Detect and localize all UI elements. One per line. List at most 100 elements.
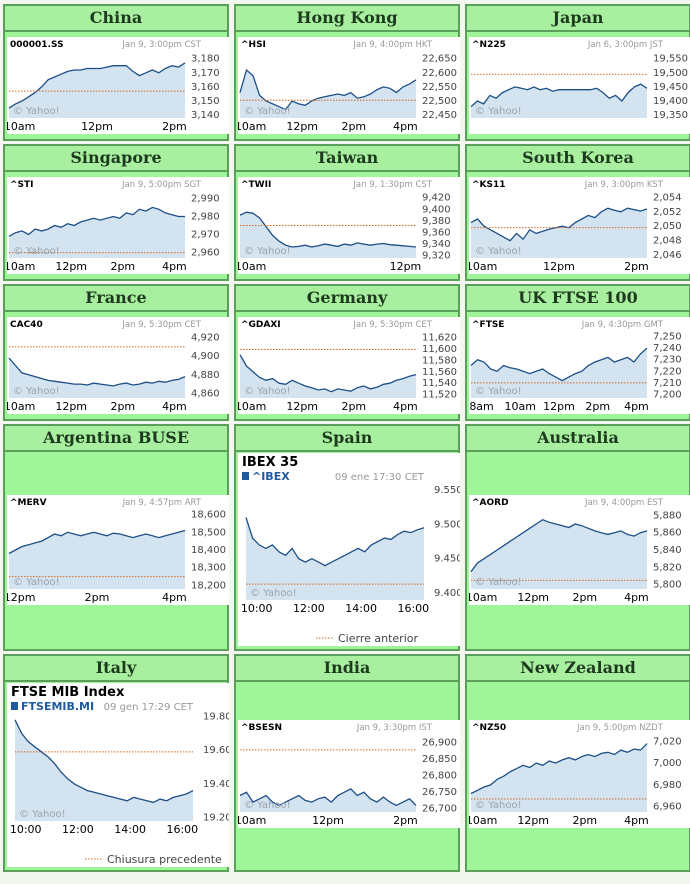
y-tick-label: 22,600 [422, 68, 457, 79]
chart-panel-australia: Australia ^AORD Jan 9, 4:00pm EST 5,880 5,86… [465, 424, 690, 651]
watermark: © Yahoo! [475, 106, 522, 117]
y-tick-label: 6,960 [653, 802, 682, 813]
x-tick-label: 10am [238, 814, 266, 827]
watermark: © Yahoo! [475, 386, 522, 397]
y-tick-label: 26,850 [422, 754, 457, 765]
chart-body: ^HSI Jan 9, 4:00pm HKT 22,650 22,600 22,550 2… [236, 32, 460, 139]
date-label: Jan 9, 3:30pm IST [356, 723, 433, 733]
x-tick-label: 10am [238, 260, 266, 273]
price-area [240, 212, 416, 258]
x-tick-label: 12pm [55, 400, 87, 413]
chart-region-title: UK FTSE 100 [467, 286, 689, 312]
price-area [15, 719, 193, 821]
x-tick-label: 12:00 [62, 823, 94, 836]
y-tick-label: 18,600 [191, 510, 226, 521]
price-chart-svg: ^AORD Jan 9, 4:00pm EST 5,880 5,860 5,840 5,8… [469, 495, 690, 605]
y-tick-label: 5,860 [653, 528, 682, 539]
y-tick-label: 19.800 [203, 711, 229, 722]
chart-region-title: South Korea [467, 146, 689, 172]
chart-panel-new-zealand: New Zealand ^NZ50 Jan 9, 5:00pm NZDT 7,020 7… [465, 654, 690, 872]
symbol-label: ^BSESN [241, 723, 282, 733]
y-tick-label: 7,250 [653, 331, 682, 342]
x-tick-label: 4pm [624, 814, 649, 827]
chart-panel-uk-ftse-100: UK FTSE 100 ^FTSE Jan 9, 4:30pm GMT 7,250 7,… [465, 284, 690, 421]
y-tick-label: 11,580 [422, 355, 457, 366]
x-tick-label: 2pm [110, 260, 135, 273]
chart-body: ^AORD Jan 9, 4:00pm EST 5,880 5,860 5,840 5,8… [467, 452, 690, 649]
symbol-label: ^GDAXI [241, 320, 281, 330]
x-tick-label: 2pm [162, 120, 187, 133]
x-tick-label: 10am [7, 400, 35, 413]
x-tick-label: 12pm [312, 814, 344, 827]
symbol-label: 000001.SS [10, 40, 64, 50]
chart-body: 000001.SS Jan 9, 3:00pm CST 3,180 3,170 3,16… [5, 32, 229, 139]
chart-panel-germany: Germany ^GDAXI Jan 9, 5:30pm CET 11,620 11,6… [234, 284, 460, 421]
chart-panel-italy: Italy FTSE MIB Index FTSEMIB.MI 09 gen 17:2… [3, 654, 229, 872]
watermark: © Yahoo! [475, 246, 522, 257]
date-label: Jan 6, 3:00pm JST [587, 40, 664, 50]
date-label: Jan 9, 1:30pm CST [352, 180, 432, 190]
chart-body: ^KS11 Jan 9, 3:00pm KST 2,054 2,052 2,050 2,0… [467, 172, 690, 279]
y-tick-label: 4,860 [191, 388, 220, 399]
chart-region-title: China [5, 6, 227, 32]
watermark: © Yahoo! [475, 577, 522, 588]
date-label: Jan 9, 4:30pm GMT [581, 320, 664, 330]
date-label: Jan 9, 5:00pm NZDT [576, 723, 664, 733]
y-tick-label: 7,020 [653, 736, 682, 747]
y-tick-label: 7,220 [653, 366, 682, 377]
y-tick-label: 9.450 [434, 554, 460, 565]
x-tick-label: 4pm [162, 260, 187, 273]
price-line [8, 206, 185, 237]
y-tick-label: 4,880 [191, 370, 220, 381]
x-tick-label: 10am [238, 120, 266, 133]
price-chart-svg: ^GDAXI Jan 9, 5:30pm CET 11,62011,60011,58… [238, 317, 460, 414]
x-tick-label: 12:00 [293, 602, 325, 615]
price-chart-svg: ^FTSE Jan 9, 4:30pm GMT7,2507,2407,2307,2… [469, 317, 690, 414]
symbol-label: FTSEMIB.MI [21, 700, 94, 713]
price-chart-svg: ^HSI Jan 9, 4:00pm HKT 22,650 22,600 22,550 2… [238, 37, 460, 134]
y-tick-label: 11,560 [422, 367, 457, 378]
x-tick-label: 12pm [286, 400, 318, 413]
y-tick-label: 5,800 [653, 580, 682, 591]
chart-body: ^STI Jan 9, 5:00pm SGT 2,990 2,980 2,970 2,96… [5, 172, 229, 279]
x-tick-label: 10am [469, 591, 497, 604]
watermark: © Yahoo! [13, 246, 60, 257]
date-label: Jan 9, 4:57pm ART [122, 498, 202, 508]
x-tick-label: 10am [469, 814, 497, 827]
symbol-label: ^FTSE [472, 320, 504, 330]
chart-body: CAC40 Jan 9, 5:30pm CET 4,920 4,900 4,880 4,8… [5, 312, 229, 419]
y-tick-label: 19,500 [653, 68, 688, 79]
watermark: © Yahoo! [475, 800, 522, 811]
y-tick-label: 19,450 [653, 82, 688, 93]
y-tick-label: 7,200 [653, 390, 682, 401]
price-area [9, 207, 185, 258]
y-tick-label: 18,400 [191, 545, 226, 556]
y-tick-label: 3,180 [191, 54, 220, 65]
price-area [471, 743, 647, 812]
y-tick-label: 9,340 [422, 239, 451, 250]
price-line [470, 743, 648, 795]
chart-panel-hong-kong: Hong Kong ^HSI Jan 9, 4:00pm HKT 22,650 22,6… [234, 4, 460, 141]
price-line [14, 719, 194, 804]
x-tick-label: 16:00 [166, 823, 198, 836]
x-tick-label: 8am [469, 400, 493, 413]
y-tick-label: 2,050 [653, 221, 682, 232]
chart-region-title: Hong Kong [236, 6, 458, 32]
date-label: Jan 9, 3:00pm CST [121, 40, 201, 50]
price-area [471, 84, 647, 118]
date-label: 09 gen 17:29 CET [104, 702, 194, 713]
y-tick-label: 9.500 [434, 519, 460, 530]
y-tick-label: 7,000 [653, 758, 682, 769]
price-line [470, 83, 648, 108]
watermark: © Yahoo! [244, 386, 291, 397]
watermark: © Yahoo! [250, 588, 297, 599]
chart-region-title: Italy [5, 656, 227, 682]
x-tick-label: 2pm [110, 400, 135, 413]
price-area [471, 519, 647, 589]
y-tick-label: 19.200 [203, 813, 229, 824]
series-swatch [242, 472, 249, 480]
y-tick-label: 3,170 [191, 68, 220, 79]
y-tick-label: 9.400 [434, 588, 460, 599]
y-tick-label: 2,046 [653, 250, 682, 261]
x-tick-label: 10am [505, 400, 536, 413]
